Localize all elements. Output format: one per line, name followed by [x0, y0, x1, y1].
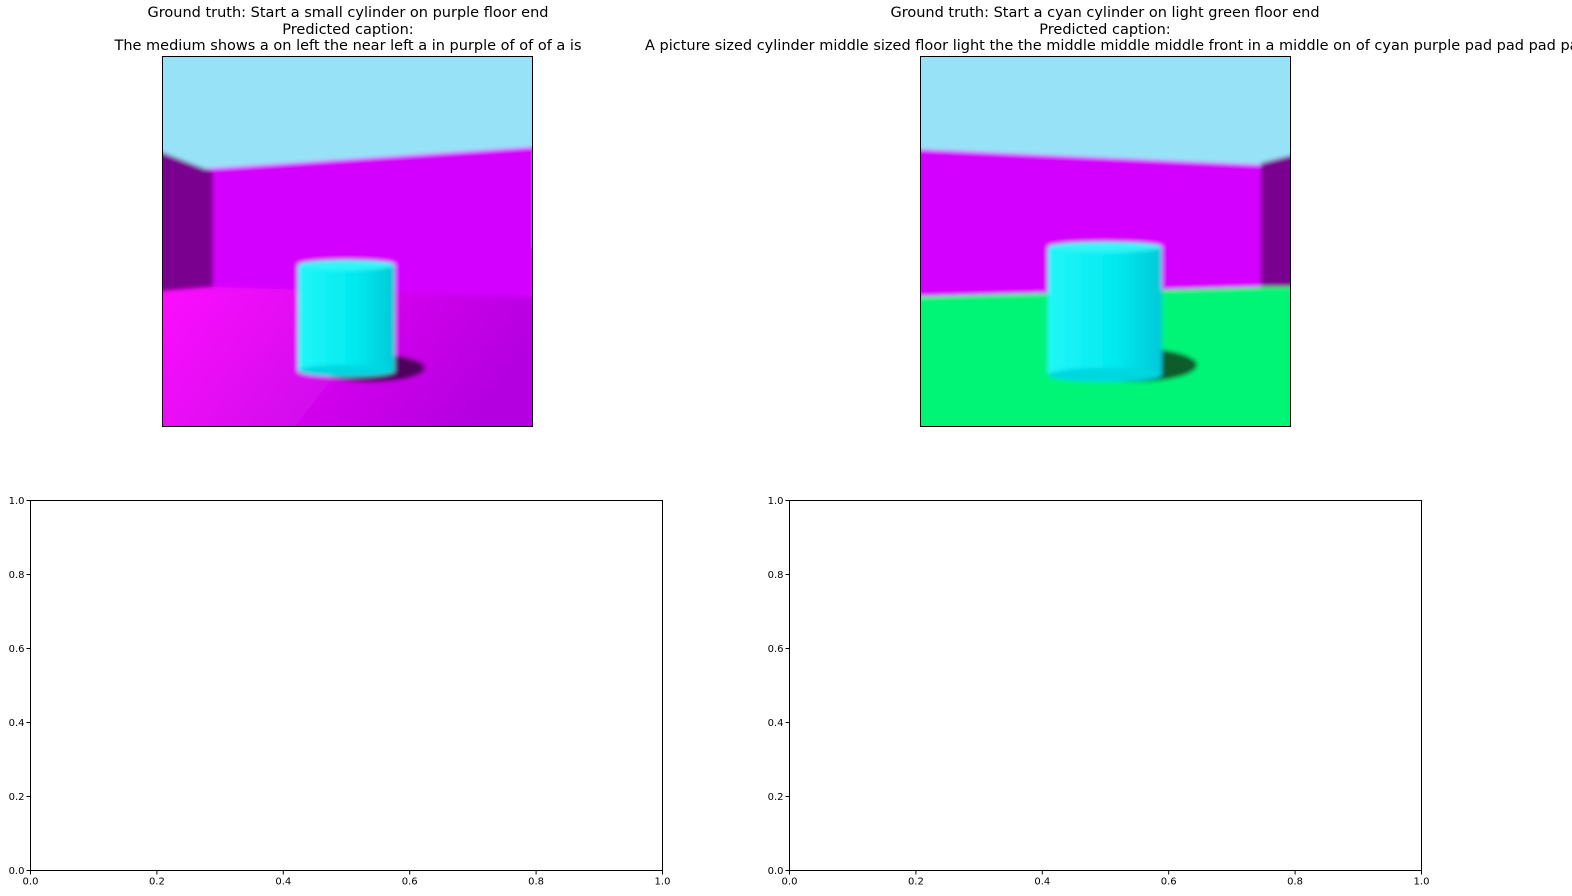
x-tick-label: 1.0: [1414, 877, 1430, 888]
panel-2-ground-truth: Ground truth: Start a cyan cylinder on l…: [890, 5, 1320, 21]
x-tick-label: 0.2: [149, 877, 165, 888]
scene-image-1: [162, 56, 533, 427]
y-tick-label: 0.2: [768, 792, 784, 803]
panel-2-predicted-label: Predicted caption:: [1039, 21, 1171, 38]
panel-1-ground-truth: Ground truth: Start a small cylinder on …: [147, 5, 549, 21]
scene-1-cylinder-body: [298, 265, 395, 372]
axes-1: 0.0 0.2 0.4 0.6 0.8 1.0 0.0 0.2 0.4 0.6 0.8 1.0: [9, 496, 671, 888]
x-tick-label: 0.8: [528, 877, 544, 888]
y-tick-label: 0.4: [768, 718, 784, 729]
scene-image-2: [920, 56, 1291, 427]
y-tick-label: 0.4: [9, 718, 25, 729]
axes-1-frame: [30, 500, 663, 871]
x-tick-label: 0.6: [402, 877, 418, 888]
x-tick-label: 0.0: [782, 877, 798, 888]
x-tick-label: 0.8: [1287, 877, 1303, 888]
y-tick-label: 0.0: [9, 866, 25, 877]
scene-1-wall-side: [163, 152, 213, 296]
axes-2: 0.0 0.2 0.4 0.6 0.8 1.0 0.0 0.2 0.4 0.6 0.8 1.0: [768, 496, 1430, 888]
y-tick-label: 0.8: [9, 570, 25, 581]
scene-1-cylinder-bottom: [298, 365, 395, 377]
scene-1-cylinder-top: [298, 260, 395, 270]
panel-1-predicted-label: Predicted caption:: [282, 21, 414, 38]
scene-2-wall: [921, 149, 1263, 297]
panel-1-title: Ground truth: Start a small cylinder on …: [48, 5, 648, 55]
scene-2-wall-side: [1261, 155, 1290, 289]
y-tick-label: 0.2: [9, 792, 25, 803]
scene-1-wall: [203, 147, 532, 302]
x-tick-label: 1.0: [655, 877, 671, 888]
panel-2-title: Ground truth: Start a cyan cylinder on l…: [645, 5, 1572, 55]
panel-2-predicted-caption: A picture sized cylinder middle sized fl…: [645, 38, 1572, 54]
x-tick-label: 0.2: [908, 877, 924, 888]
y-tick-label: 0.6: [9, 644, 25, 655]
panel-1-predicted-caption: The medium shows a on left the near left…: [114, 38, 582, 54]
x-tick-label: 0.4: [1034, 877, 1050, 888]
scene-2-cylinder-top: [1048, 242, 1162, 252]
x-tick-label: 0.4: [275, 877, 291, 888]
y-tick-label: 0.6: [768, 644, 784, 655]
x-tick-label: 0.6: [1161, 877, 1177, 888]
y-tick-label: 0.0: [768, 866, 784, 877]
y-tick-label: 1.0: [9, 496, 25, 507]
y-tick-label: 1.0: [768, 496, 784, 507]
x-tick-label: 0.0: [23, 877, 39, 888]
y-tick-label: 0.8: [768, 570, 784, 581]
scene-2-cylinder-bottom: [1048, 368, 1162, 382]
axes-2-frame: [789, 500, 1422, 871]
scene-2-cylinder-body: [1048, 247, 1162, 375]
